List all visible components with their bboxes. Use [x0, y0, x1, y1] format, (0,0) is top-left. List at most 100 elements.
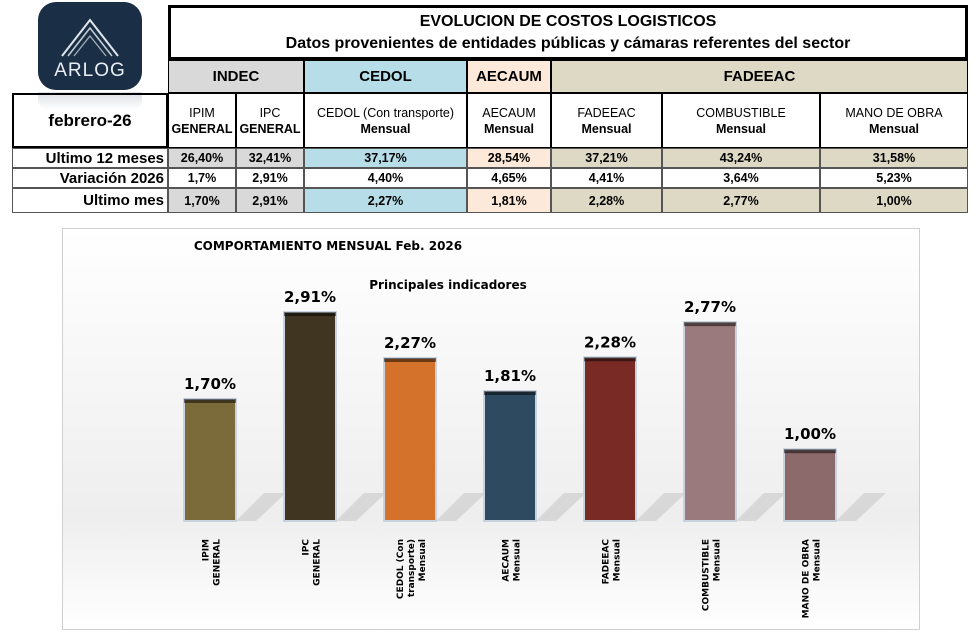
column-sub: GENERAL — [239, 121, 301, 136]
subtitle: Datos provenientes de entidades públicas… — [285, 34, 851, 52]
bar — [683, 321, 737, 522]
table-cell: 43,24% — [662, 148, 820, 168]
bar — [483, 390, 537, 522]
table-cell: 28,54% — [467, 148, 551, 168]
bar-shadow — [436, 493, 486, 521]
data-label: 2,91% — [284, 288, 336, 306]
group-aecaum: AECAUM — [467, 60, 551, 93]
category-label: IPIM GENERAL — [202, 539, 223, 586]
column-header: FADEEAC Mensual — [551, 93, 662, 148]
group-cedol: CEDOL — [304, 60, 467, 93]
category-label: AECAUM Mensual — [502, 539, 523, 582]
column-sub: Mensual — [581, 121, 632, 136]
chart-subtitle: Principales indicadores — [369, 278, 526, 292]
group-fadeeac: FADEEAC — [551, 60, 968, 93]
category-label-line: GENERAL — [213, 539, 223, 586]
table-cell: 4,65% — [467, 168, 551, 188]
chart-title: COMPORTAMIENTO MENSUAL Feb. 2026 — [194, 239, 462, 253]
arlog-logo: ARLOG — [38, 2, 142, 90]
table-cell: 26,40% — [168, 148, 236, 168]
bar-top — [584, 357, 636, 362]
category-label: FADEEAC Mensual — [602, 539, 623, 585]
table-cell: 2,91% — [236, 168, 304, 188]
category-label-line: MANO DE OBRA — [802, 539, 812, 618]
category-label-line: Mensual — [513, 539, 523, 581]
bar-top — [284, 312, 336, 317]
table-cell: 32,41% — [236, 148, 304, 168]
row-label: Variación 2026 — [12, 168, 168, 188]
table-cell: 1,81% — [467, 188, 551, 213]
column-sub: Mensual — [868, 121, 919, 136]
table-cell: 2,91% — [236, 188, 304, 213]
table-cell: 31,58% — [820, 148, 968, 168]
bar-top — [384, 358, 436, 363]
table-cell: 37,17% — [304, 148, 467, 168]
title: EVOLUCION DE COSTOS LOGISTICOS — [419, 12, 717, 30]
bar — [383, 357, 437, 522]
column-header: IPC GENERAL — [236, 93, 304, 148]
table-cell: 2,27% — [304, 188, 467, 213]
category-label: IPC GENERAL — [302, 539, 323, 586]
category-label-line: AECAUM — [502, 539, 512, 582]
column-name: IPIM — [189, 105, 215, 120]
roof-icon — [61, 18, 119, 57]
group-indec: INDEC — [168, 60, 304, 93]
category-label-line: Mensual — [813, 539, 823, 581]
bar-chart: COMPORTAMIENTO MENSUAL Feb. 2026 Principa… — [183, 239, 886, 618]
bar-top — [184, 398, 236, 403]
bar-shadow — [636, 493, 686, 521]
column-name: MANO DE OBRA — [845, 105, 943, 120]
bar-shadow — [536, 493, 586, 521]
category-label-line: Mensual — [613, 539, 623, 581]
logo-text: ARLOG — [54, 60, 126, 81]
category-label-line: FADEEAC — [602, 539, 612, 585]
table-cell: 2,77% — [662, 188, 820, 213]
logo-reflection — [38, 92, 142, 110]
category-label-line: GENERAL — [313, 539, 323, 586]
bar-shadow — [336, 493, 386, 521]
bar-top — [684, 322, 736, 327]
column-name: COMBUSTIBLE — [696, 105, 786, 120]
bar — [583, 356, 637, 522]
chart-panel: COMPORTAMIENTO MENSUAL Feb. 2026 Principa… — [62, 228, 920, 630]
data-label: 2,77% — [684, 298, 736, 316]
bar — [183, 397, 237, 522]
column-header: MANO DE OBRA Mensual — [820, 93, 968, 148]
column-header: AECAUM Mensual — [467, 93, 551, 148]
bar — [283, 311, 337, 522]
bar-shadow — [836, 493, 886, 521]
data-label: 2,28% — [584, 333, 636, 351]
data-label: 1,70% — [184, 375, 236, 393]
category-label: MANO DE OBRA Mensual — [802, 539, 823, 618]
bar-shadow — [236, 493, 286, 521]
table-cell: 5,23% — [820, 168, 968, 188]
data-label: 1,81% — [484, 367, 536, 385]
column-sub: Mensual — [483, 121, 534, 136]
data-label: 2,27% — [384, 334, 436, 352]
row-label: Ultimo mes — [12, 188, 168, 213]
column-header: COMBUSTIBLE Mensual — [662, 93, 820, 148]
category-label-line: Mensual — [713, 539, 723, 581]
category-label: COMBUSTIBLE Mensual — [702, 539, 723, 611]
table-cell: 4,40% — [304, 168, 467, 188]
category-label-line: IPIM — [202, 539, 212, 561]
period-label: febrero-26 — [12, 93, 168, 148]
column-header: IPIM GENERAL — [168, 93, 236, 148]
bar — [783, 448, 837, 522]
category-label: CEDOL (Con transporte) Mensual — [396, 539, 428, 599]
column-header: CEDOL (Con transporte) Mensual — [304, 93, 467, 148]
column-name: FADEEAC — [577, 105, 636, 120]
table-cell: 2,28% — [551, 188, 662, 213]
column-sub: Mensual — [715, 121, 766, 136]
bar-top — [484, 391, 536, 396]
category-label-line: IPC — [302, 539, 312, 556]
table-cell: 1,00% — [820, 188, 968, 213]
bar-shadow — [736, 493, 786, 521]
bar-top — [784, 449, 836, 454]
column-name: CEDOL (Con transporte) — [316, 105, 455, 120]
category-label-line: CEDOL (Con — [396, 539, 406, 599]
category-label-line: COMBUSTIBLE — [702, 539, 712, 611]
column-sub: GENERAL — [171, 121, 233, 136]
table-title: EVOLUCION DE COSTOS LOGISTICOS Datos pro… — [168, 5, 968, 60]
table-cell: 37,21% — [551, 148, 662, 168]
